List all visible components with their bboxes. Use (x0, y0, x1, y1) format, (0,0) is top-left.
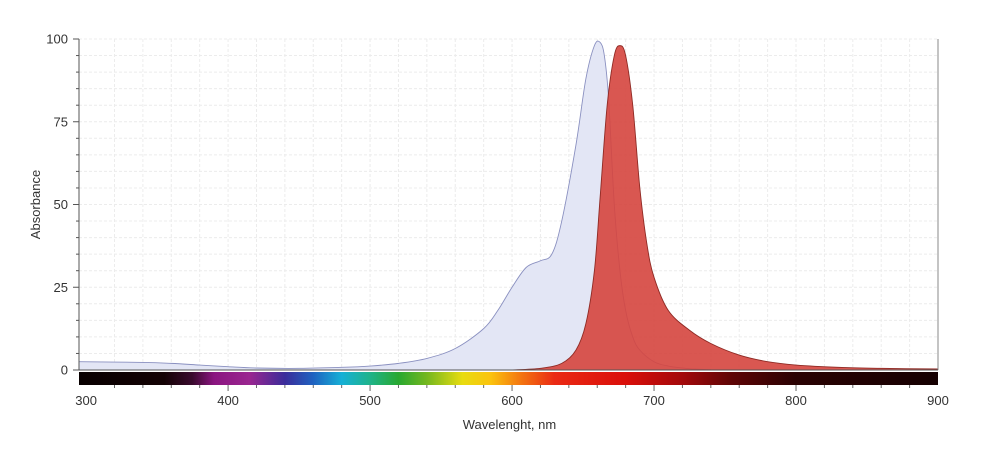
y-tick-label: 0 (61, 363, 68, 378)
grid (79, 38, 938, 370)
x-tick-label: 300 (75, 393, 97, 408)
x-tick-label: 800 (785, 393, 807, 408)
x-tick-label: 700 (643, 393, 665, 408)
emission-area (512, 45, 938, 371)
spectrum-color-bar (79, 372, 938, 385)
y-axis-title: Absorbance (28, 170, 43, 239)
x-ticks: 300 400 500 600 700 800 900 (75, 385, 949, 408)
emission-line (512, 45, 939, 371)
y-ticks: 0 25 50 75 100 (46, 32, 68, 378)
y-tick-label: 75 (54, 114, 68, 129)
series-layer (78, 40, 939, 371)
x-tick-label: 500 (359, 393, 381, 408)
y-tick-label: 25 (54, 280, 68, 295)
absorbance-area (79, 41, 711, 370)
axes (73, 38, 939, 371)
y-tick-label: 100 (46, 32, 68, 47)
emission-series (512, 45, 939, 371)
x-tick-label: 900 (927, 393, 949, 408)
x-tick-label: 400 (217, 393, 239, 408)
x-axis-title: Wavelenght, nm (463, 417, 556, 432)
y-tick-label: 50 (54, 197, 68, 212)
x-tick-label: 600 (501, 393, 523, 408)
